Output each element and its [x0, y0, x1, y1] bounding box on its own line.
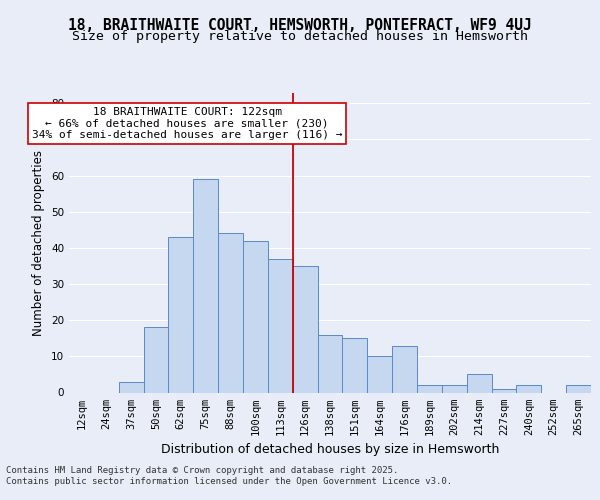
Y-axis label: Number of detached properties: Number of detached properties	[32, 150, 46, 336]
Bar	[566, 386, 591, 392]
Bar	[293, 266, 317, 392]
Bar	[343, 338, 367, 392]
Bar	[119, 382, 143, 392]
Bar	[143, 328, 169, 392]
Text: 18 BRAITHWAITE COURT: 122sqm
← 66% of detached houses are smaller (230)
34% of s: 18 BRAITHWAITE COURT: 122sqm ← 66% of de…	[32, 107, 343, 140]
Bar	[218, 234, 243, 392]
Bar	[517, 386, 541, 392]
Bar	[243, 240, 268, 392]
Bar	[467, 374, 491, 392]
Bar	[491, 389, 517, 392]
X-axis label: Distribution of detached houses by size in Hemsworth: Distribution of detached houses by size …	[161, 443, 499, 456]
Bar	[442, 386, 467, 392]
Bar	[169, 237, 193, 392]
Bar	[392, 346, 417, 393]
Bar	[268, 259, 293, 392]
Bar	[317, 334, 343, 392]
Text: Size of property relative to detached houses in Hemsworth: Size of property relative to detached ho…	[72, 30, 528, 43]
Text: Contains public sector information licensed under the Open Government Licence v3: Contains public sector information licen…	[6, 477, 452, 486]
Bar	[417, 386, 442, 392]
Bar	[193, 179, 218, 392]
Text: Contains HM Land Registry data © Crown copyright and database right 2025.: Contains HM Land Registry data © Crown c…	[6, 466, 398, 475]
Bar	[367, 356, 392, 392]
Text: 18, BRAITHWAITE COURT, HEMSWORTH, PONTEFRACT, WF9 4UJ: 18, BRAITHWAITE COURT, HEMSWORTH, PONTEF…	[68, 18, 532, 32]
